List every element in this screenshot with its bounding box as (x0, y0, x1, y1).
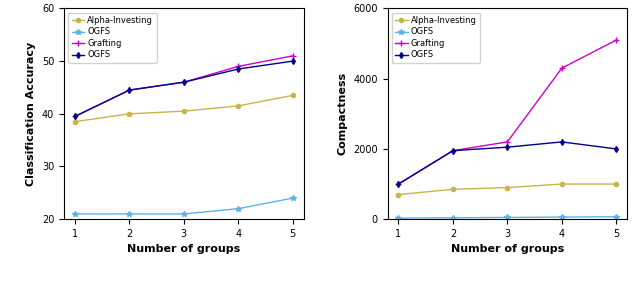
Alpha-Investing (234, 104, 242, 108)
OGFS (125, 89, 133, 92)
Alpha-Investing (125, 112, 133, 115)
Grafting (71, 115, 79, 118)
OGFS (180, 212, 188, 216)
Alpha-Investing (71, 120, 79, 123)
X-axis label: Number of groups: Number of groups (451, 244, 564, 255)
OGFS (558, 215, 566, 219)
OGFS (125, 212, 133, 216)
OGFS (504, 146, 511, 149)
Grafting (558, 67, 566, 70)
Alpha-Investing (558, 182, 566, 186)
OGFS (234, 207, 242, 210)
OGFS (71, 115, 79, 118)
Legend: Alpha-Investing, OGFS, Grafting, OGFS: Alpha-Investing, OGFS, Grafting, OGFS (68, 13, 157, 63)
Y-axis label: Classification Accuracy: Classification Accuracy (26, 42, 36, 186)
OGFS (395, 216, 403, 220)
Alpha-Investing (504, 186, 511, 189)
Alpha-Investing (449, 188, 457, 191)
Line: OGFS: OGFS (396, 214, 619, 221)
OGFS (180, 80, 188, 84)
Grafting (125, 89, 133, 92)
Alpha-Investing (180, 110, 188, 113)
Grafting (234, 65, 242, 68)
OGFS (558, 140, 566, 144)
Line: OGFS: OGFS (72, 195, 296, 217)
Alpha-Investing (612, 182, 620, 186)
OGFS (289, 59, 296, 63)
Grafting (395, 182, 403, 186)
OGFS (612, 215, 620, 218)
Line: OGFS: OGFS (396, 140, 618, 186)
X-axis label: Number of groups: Number of groups (127, 244, 241, 255)
Line: Alpha-Investing: Alpha-Investing (396, 182, 618, 197)
Line: OGFS: OGFS (73, 59, 295, 119)
Grafting (612, 38, 620, 42)
OGFS (395, 182, 403, 186)
Grafting (504, 140, 511, 144)
Line: Grafting: Grafting (72, 52, 296, 120)
Line: Grafting: Grafting (395, 37, 620, 187)
OGFS (449, 216, 457, 219)
OGFS (234, 67, 242, 71)
OGFS (504, 216, 511, 219)
Alpha-Investing (395, 193, 403, 196)
Legend: Alpha-Investing, OGFS, Grafting, OGFS: Alpha-Investing, OGFS, Grafting, OGFS (392, 13, 480, 63)
OGFS (71, 212, 79, 216)
Line: Alpha-Investing: Alpha-Investing (73, 93, 295, 124)
OGFS (612, 147, 620, 151)
Grafting (449, 149, 457, 152)
Y-axis label: Compactness: Compactness (338, 72, 348, 155)
OGFS (289, 196, 296, 200)
Grafting (289, 54, 296, 58)
OGFS (449, 149, 457, 152)
Grafting (180, 80, 188, 84)
Alpha-Investing (289, 94, 296, 97)
